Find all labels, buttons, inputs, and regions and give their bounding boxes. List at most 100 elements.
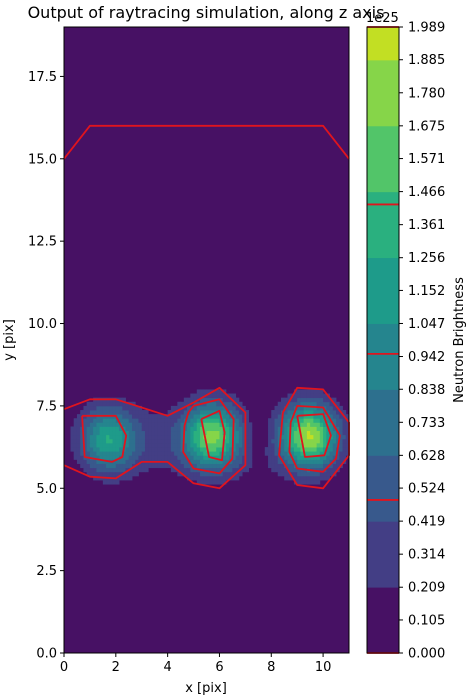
field-cell [125, 434, 130, 440]
field-cell [245, 455, 250, 460]
field-cell [89, 434, 94, 440]
field-cell [313, 438, 318, 444]
field-cell [151, 418, 156, 423]
field-cell [128, 442, 133, 448]
field-cell [287, 455, 292, 460]
field-cell [284, 418, 288, 423]
field-cell [89, 426, 94, 432]
field-cell [306, 447, 311, 452]
field-cell [332, 422, 337, 427]
field-cell [102, 401, 107, 407]
field-cell [86, 467, 91, 473]
field-cell [316, 467, 321, 473]
field-cell [222, 397, 227, 403]
field-cell [209, 393, 214, 399]
field-cell [125, 401, 130, 407]
field-cell [135, 422, 139, 427]
field-cell [284, 410, 288, 415]
field-cell [93, 401, 97, 407]
field-cell [219, 422, 224, 427]
field-cell [303, 438, 308, 444]
field-cell [216, 480, 220, 485]
field-cell [148, 463, 152, 469]
field-cell [225, 397, 230, 403]
field-cell [187, 471, 191, 477]
field-cell [190, 475, 194, 481]
field-cell [310, 389, 314, 394]
field-cell [319, 434, 324, 440]
field-cell [76, 422, 81, 427]
field-cell [323, 405, 327, 411]
field-cell [316, 405, 321, 411]
field-cell [83, 459, 88, 464]
field-cell [306, 430, 311, 436]
field-cell [316, 471, 321, 477]
field-cell [193, 434, 198, 440]
field-cell [271, 430, 275, 436]
field-cell [306, 451, 311, 456]
field-cell [277, 414, 282, 419]
field-cell [212, 451, 217, 456]
field-cell [183, 471, 188, 477]
field-cell [326, 430, 330, 436]
field-cell [300, 451, 305, 456]
field-cell [316, 401, 321, 407]
field-cell [310, 430, 314, 436]
field-cell [154, 414, 159, 419]
field-cell [174, 422, 178, 427]
field-cell [99, 467, 104, 473]
field-cell [284, 426, 288, 432]
field-cell [345, 442, 350, 448]
field-cell [297, 467, 301, 473]
field-cell [174, 455, 178, 460]
field-cell [170, 459, 175, 464]
colorbar-tick-label: 1.675 [408, 119, 445, 134]
field-cell [135, 455, 139, 460]
field-cell [319, 438, 324, 444]
field-cell [190, 459, 194, 464]
field-cell [232, 410, 237, 415]
field-cell [300, 393, 305, 399]
field-cell [316, 426, 321, 432]
field-cell [222, 463, 227, 469]
field-cell [180, 422, 185, 427]
field-cell [339, 442, 343, 448]
field-cell [319, 447, 324, 452]
field-cell [89, 418, 94, 423]
field-cell [245, 438, 250, 444]
field-cell [154, 422, 159, 427]
field-cell [319, 422, 324, 427]
field-cell [287, 463, 292, 469]
field-cell [323, 393, 327, 399]
field-cell [86, 422, 91, 427]
field-cell [99, 442, 104, 448]
field-cell [216, 418, 220, 423]
field-cell [225, 426, 230, 432]
field-cell [132, 430, 136, 436]
field-cell [151, 438, 156, 444]
field-cell [109, 418, 113, 423]
colorbar-tick-label: 0.628 [408, 449, 445, 464]
field-cell [297, 455, 301, 460]
field-cell [174, 414, 178, 419]
field-cell [232, 442, 237, 448]
field-cell [99, 401, 104, 407]
field-cell [190, 471, 194, 477]
field-cell [76, 418, 81, 423]
field-cell [206, 455, 211, 460]
field-cell [86, 451, 91, 456]
field-cell [102, 438, 107, 444]
field-cell [203, 397, 207, 403]
field-cell [161, 447, 165, 452]
field-cell [125, 414, 130, 419]
field-cell [128, 418, 133, 423]
field-cell [303, 442, 308, 448]
field-cell [245, 414, 250, 419]
field-cell [177, 422, 181, 427]
field-cell [177, 405, 181, 411]
field-cell [190, 422, 194, 427]
field-cell [89, 430, 94, 436]
field-cell [277, 422, 282, 427]
field-cell [342, 426, 347, 432]
field-cell [106, 480, 110, 485]
